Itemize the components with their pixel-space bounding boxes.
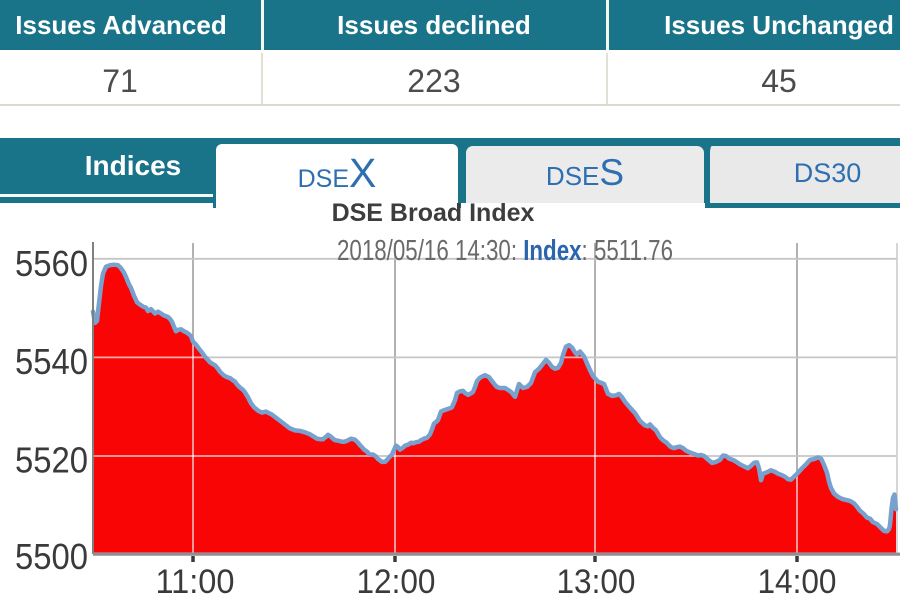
svg-text:DSE Broad Index: DSE Broad Index — [332, 203, 535, 227]
svg-text:5560: 5560 — [15, 243, 88, 284]
svg-text:14:00: 14:00 — [758, 563, 837, 600]
svg-text:2018/05/16 14:30: Index: 5511.: 2018/05/16 14:30: Index: 5511.76 — [337, 235, 673, 267]
svg-text:11:00: 11:00 — [156, 563, 235, 600]
svg-text:5540: 5540 — [15, 341, 88, 382]
svg-text:12:00: 12:00 — [357, 563, 436, 600]
svg-text:5520: 5520 — [15, 440, 88, 481]
svg-text:5500: 5500 — [15, 536, 88, 577]
svg-text:13:00: 13:00 — [557, 563, 636, 600]
